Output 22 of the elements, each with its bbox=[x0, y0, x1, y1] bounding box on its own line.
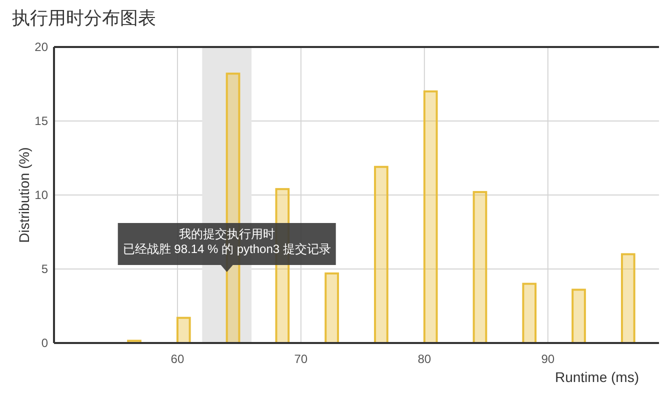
annotation: 我的提交执行用时 bbox=[178, 227, 275, 241]
x-tick-label: 90 bbox=[541, 352, 555, 366]
x-axis-title: Runtime (ms) bbox=[554, 369, 639, 385]
annotation: 已经战胜 98.14 % 的 python3 提交记录 bbox=[122, 242, 331, 256]
bar bbox=[620, 253, 636, 344]
bar bbox=[423, 90, 438, 344]
bar bbox=[374, 166, 388, 344]
bar bbox=[324, 272, 339, 344]
y-tick-label: 5 bbox=[41, 262, 48, 276]
y-tick-label: 20 bbox=[34, 40, 48, 54]
y-tick-label: 15 bbox=[34, 114, 48, 128]
bar bbox=[176, 316, 191, 344]
bar bbox=[572, 288, 586, 344]
x-tick-label: 80 bbox=[418, 352, 432, 366]
y-tick-label: 10 bbox=[34, 188, 48, 202]
x-tick-label: 60 bbox=[170, 352, 184, 366]
bar bbox=[522, 282, 537, 344]
y-tick-label: 0 bbox=[41, 336, 48, 350]
chart-title: 执行用时分布图表 bbox=[12, 8, 156, 28]
x-tick-label: 70 bbox=[294, 352, 308, 366]
bar bbox=[472, 191, 488, 344]
y-axis-title: Distribution (%) bbox=[16, 147, 32, 243]
